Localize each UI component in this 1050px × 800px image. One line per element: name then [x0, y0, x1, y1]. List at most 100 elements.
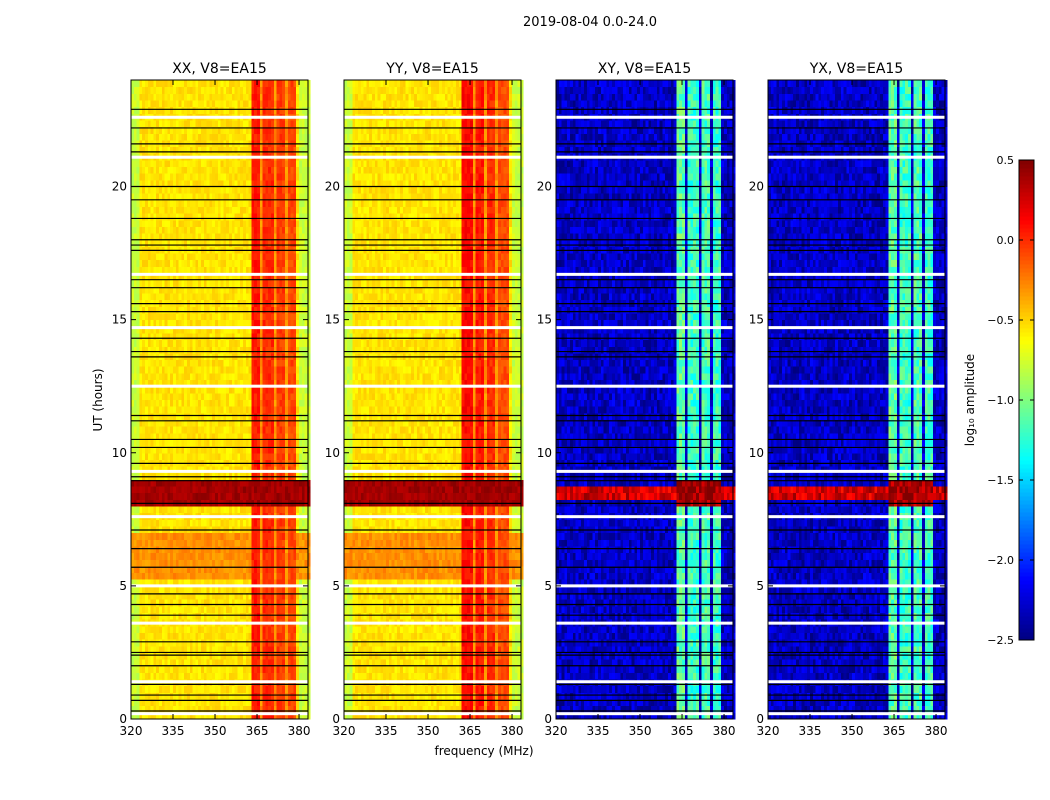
- heatmap-cell: [254, 685, 258, 693]
- heatmap-cell: [220, 552, 224, 560]
- heatmap-cell: [195, 406, 199, 414]
- heatmap-cell: [251, 639, 255, 647]
- heatmap-cell: [159, 506, 163, 514]
- heatmap-cell: [307, 612, 311, 620]
- heatmap-cell: [285, 506, 289, 514]
- heatmap-cell: [150, 506, 154, 514]
- heatmap-cell: [301, 612, 306, 620]
- heatmap-cell: [192, 532, 196, 540]
- heatmap-cell: [248, 632, 252, 640]
- heatmap-cell: [254, 545, 258, 554]
- heatmap-cell: [276, 519, 280, 527]
- heatmap-cell: [150, 319, 154, 327]
- heatmap-cell: [243, 625, 247, 633]
- heatmap-cell: [287, 572, 292, 580]
- heatmap-cell: [229, 705, 233, 713]
- heatmap-cell: [217, 532, 222, 540]
- heatmap-cell: [296, 519, 300, 527]
- heatmap-cell: [161, 639, 166, 647]
- heatmap-cell: [159, 712, 163, 720]
- heatmap-cell: [257, 559, 261, 567]
- heatmap-cell: [181, 652, 185, 660]
- heatmap-cell: [262, 572, 266, 580]
- heatmap-cell: [150, 426, 154, 434]
- heatmap-cell: [304, 585, 308, 594]
- heatmap-cell: [257, 685, 261, 693]
- heatmap-cell: [170, 599, 174, 607]
- heatmap-cell: [226, 652, 230, 660]
- heatmap-cell: [240, 253, 244, 261]
- heatmap-cell: [285, 519, 289, 527]
- heatmap-cell: [287, 592, 292, 600]
- heatmap-cell: [226, 519, 230, 527]
- heatmap-cell: [175, 672, 180, 680]
- heatmap-cell: [170, 705, 174, 713]
- heatmap-cell: [170, 659, 174, 667]
- heatmap-cell: [167, 705, 171, 713]
- heatmap-cell: [212, 692, 216, 700]
- heatmap-cell: [285, 259, 289, 267]
- heatmap-cell: [276, 579, 280, 587]
- heatmap-cell: [268, 632, 272, 640]
- heatmap-cell: [243, 612, 247, 620]
- heatmap-cell: [139, 665, 143, 673]
- heatmap-cell: [259, 532, 264, 540]
- heatmap-cell: [133, 532, 138, 540]
- heatmap-cell: [136, 672, 140, 680]
- heatmap-cell: [150, 632, 154, 640]
- heatmap-cell: [220, 705, 224, 713]
- heatmap-cell: [262, 685, 266, 693]
- heatmap-cell: [245, 632, 250, 640]
- heatmap-cell: [279, 519, 283, 527]
- heatmap-cell: [234, 639, 238, 647]
- heatmap-cell: [133, 552, 138, 560]
- heatmap-cell: [173, 552, 177, 560]
- heatmap-cell: [301, 645, 306, 653]
- heatmap-cell: [254, 652, 258, 660]
- heatmap-cell: [198, 605, 202, 613]
- heatmap-cell: [243, 565, 247, 574]
- heatmap-cell: [243, 672, 247, 680]
- heatmap-cell: [184, 659, 188, 667]
- heatmap-cell: [259, 639, 264, 647]
- heatmap-cell: [131, 652, 135, 660]
- heatmap-cell: [181, 579, 185, 587]
- heatmap-cell: [131, 685, 135, 693]
- heatmap-cell: [150, 206, 154, 214]
- heatmap-cell: [220, 612, 224, 620]
- heatmap-cell: [131, 672, 135, 680]
- heatmap-cell: [237, 652, 241, 660]
- heatmap-cell: [296, 659, 300, 667]
- heatmap-cell: [173, 625, 177, 633]
- heatmap-cell: [229, 699, 233, 707]
- heatmap-cell: [279, 685, 283, 693]
- heatmap-cell: [212, 652, 216, 660]
- heatmap-cell: [279, 639, 283, 647]
- heatmap-cell: [265, 539, 269, 547]
- heatmap-cell: [290, 659, 294, 667]
- heatmap-cell: [243, 685, 247, 693]
- heatmap-cell: [181, 572, 185, 580]
- heatmap-cell: [175, 579, 180, 587]
- heatmap-cell: [299, 559, 303, 567]
- heatmap-cell: [217, 672, 222, 680]
- heatmap-cell: [287, 692, 292, 700]
- heatmap-cell: [150, 672, 154, 680]
- heatmap-cell: [195, 712, 199, 720]
- heatmap-cell: [175, 506, 180, 514]
- heatmap-cell: [240, 712, 244, 720]
- heatmap-cell: [156, 665, 160, 673]
- heatmap-cell: [195, 312, 199, 321]
- heatmap-cell: [175, 539, 180, 547]
- heatmap-cell: [276, 545, 280, 554]
- heatmap-cell: [279, 559, 283, 567]
- heatmap-cell: [243, 532, 247, 540]
- heatmap-cell: [150, 705, 154, 713]
- heatmap-cell: [279, 665, 283, 673]
- heatmap-cell: [198, 612, 202, 620]
- heatmap-cell: [164, 599, 168, 607]
- heatmap-cell: [240, 552, 244, 560]
- heatmap-cell: [262, 506, 266, 514]
- heatmap-cell: [178, 572, 182, 580]
- heatmap-cell: [175, 685, 180, 693]
